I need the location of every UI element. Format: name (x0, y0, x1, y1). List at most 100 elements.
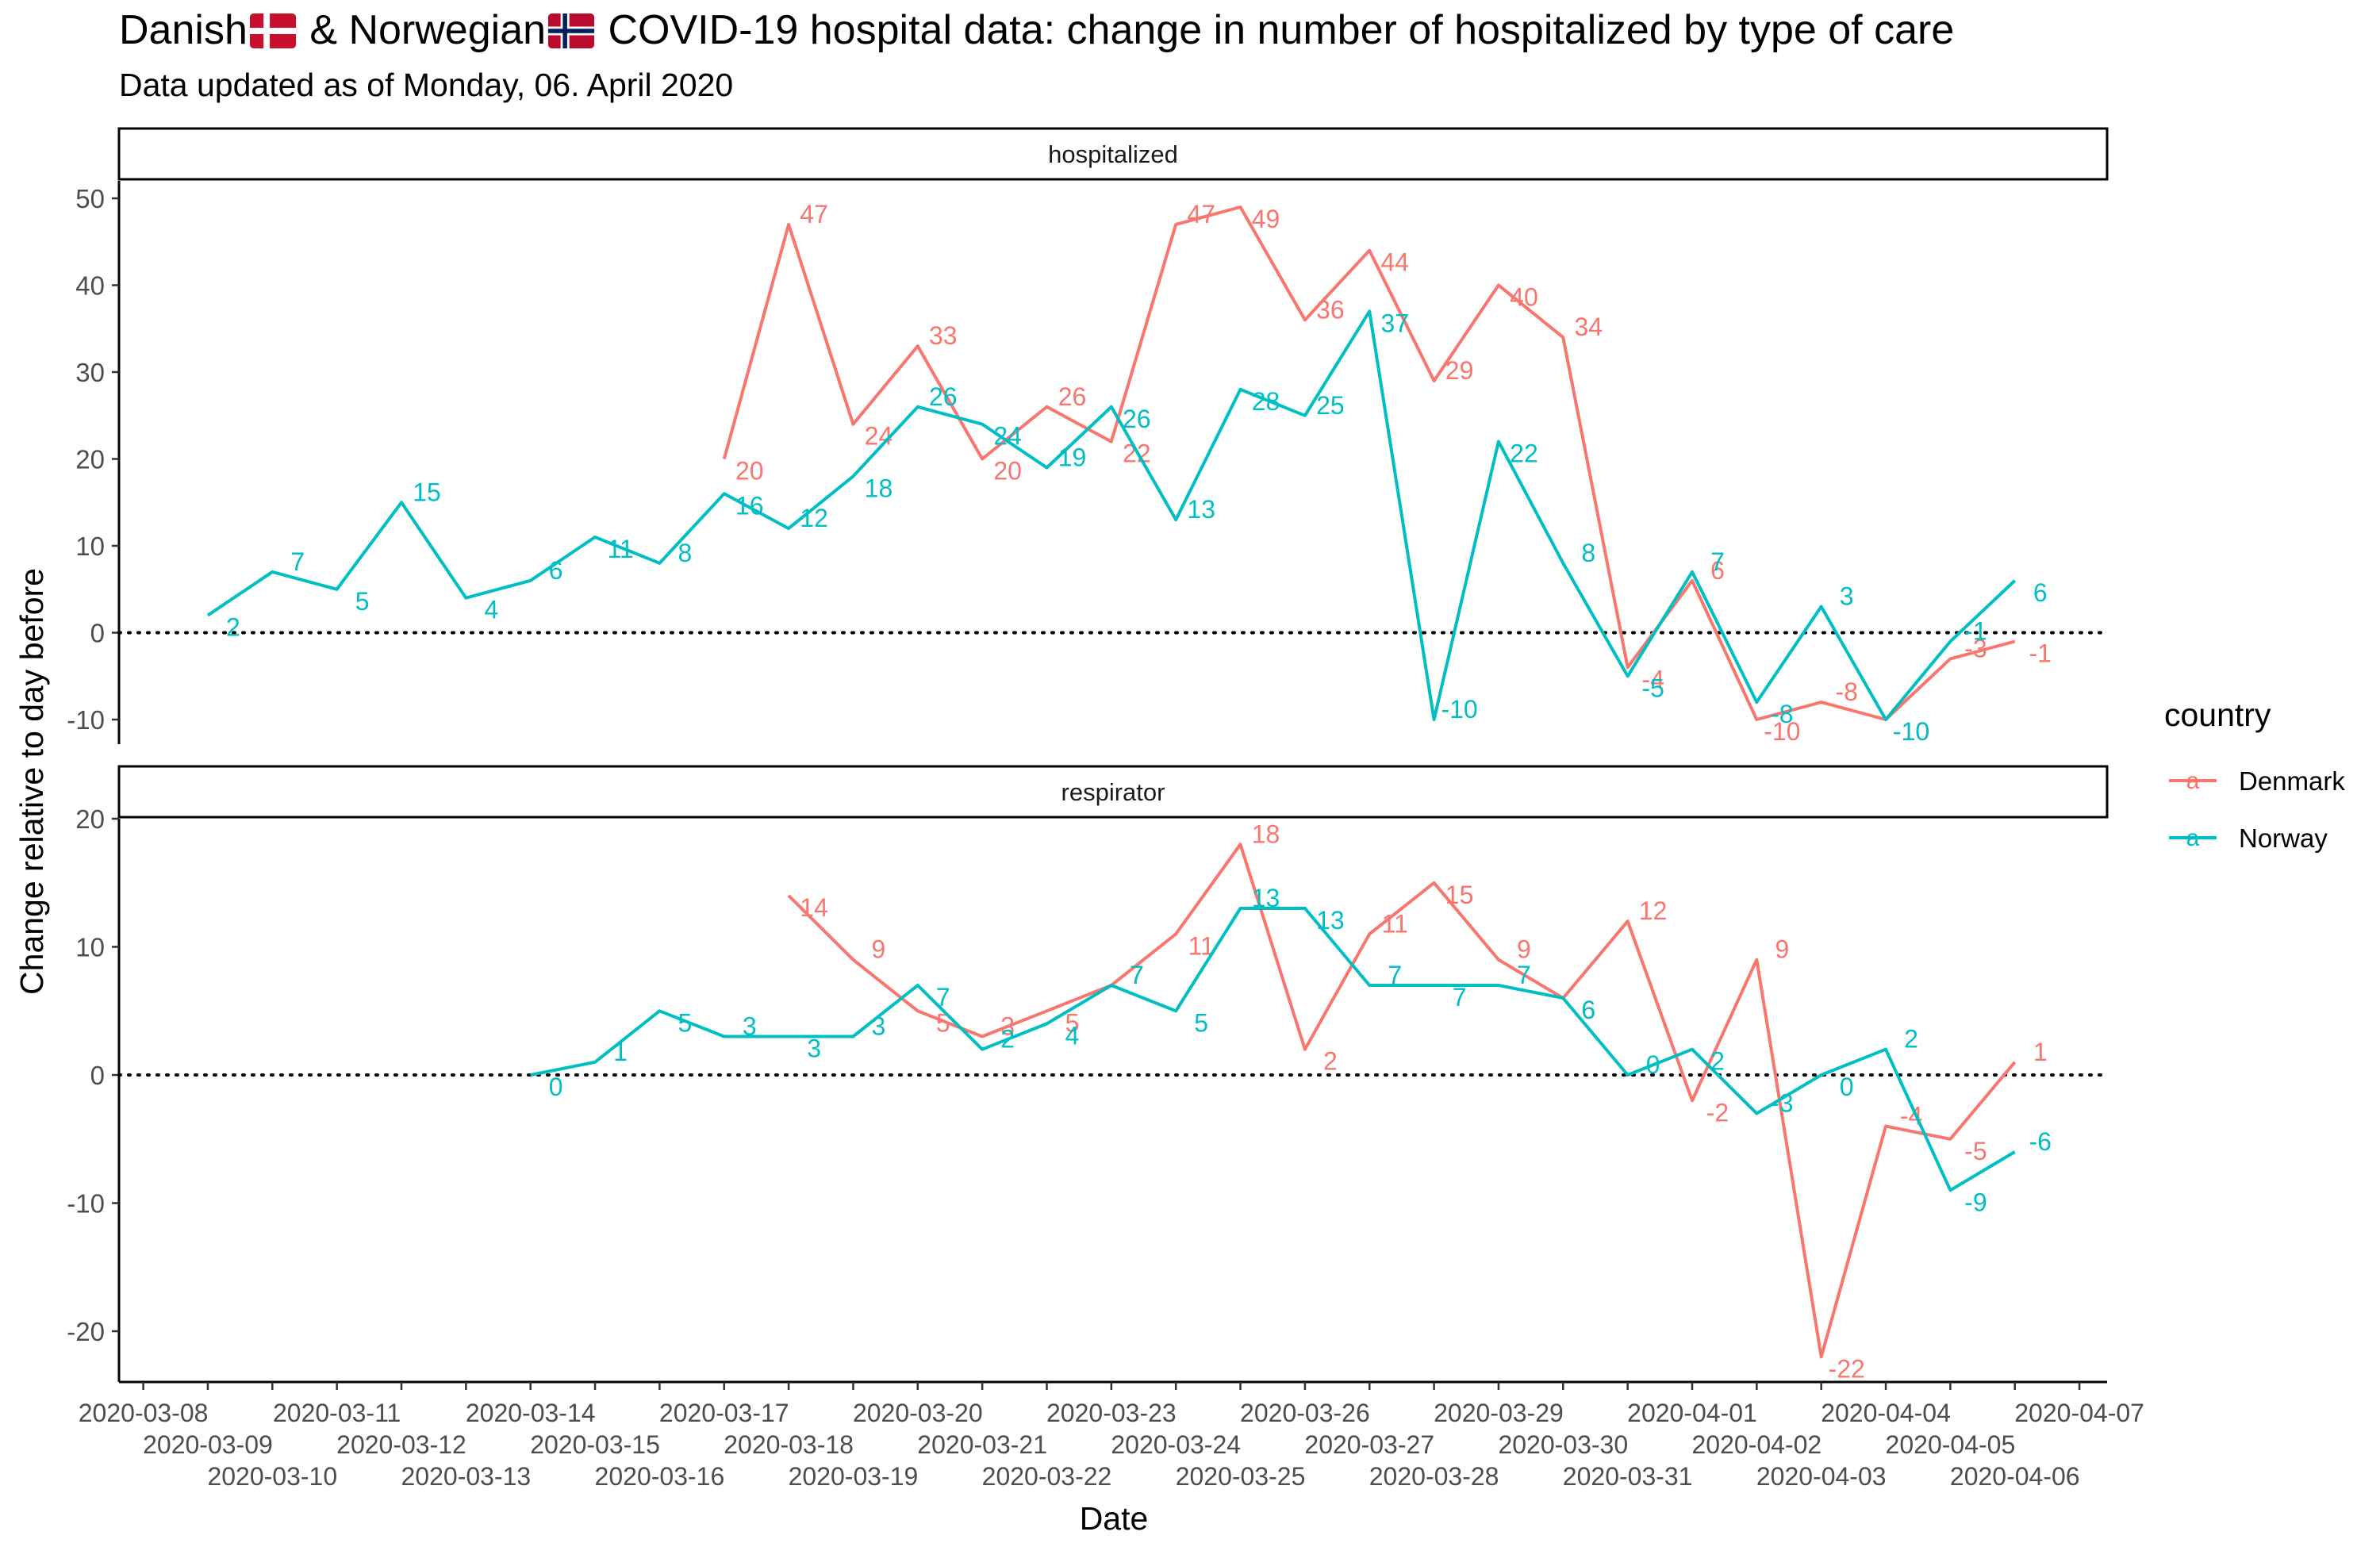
y-tick-label-hospitalized: 30 (75, 358, 105, 387)
data-label-denmark-respirator: 12 (1639, 896, 1668, 925)
data-label-denmark-hospitalized: -4 (1641, 665, 1664, 693)
x-tick-label: 2020-03-08 (79, 1399, 209, 1427)
data-label-denmark-respirator: 18 (1252, 820, 1280, 848)
data-label-denmark-hospitalized: 29 (1445, 356, 1474, 385)
data-label-norway-hospitalized: 37 (1380, 309, 1409, 337)
x-tick-label: 2020-04-04 (1821, 1399, 1951, 1427)
data-label-norway-hospitalized: -5 (1641, 674, 1664, 702)
data-label-norway-hospitalized: 18 (865, 474, 893, 502)
data-label-norway-respirator: 7 (1453, 983, 1467, 1012)
data-label-norway-hospitalized: 28 (1252, 387, 1280, 416)
x-tick-label: 2020-03-21 (917, 1430, 1047, 1459)
series-line-denmark-respirator (787, 843, 2017, 1359)
data-label-norway-hospitalized: 6 (549, 556, 563, 585)
data-label-denmark-respirator: 3 (1000, 1012, 1015, 1041)
data-label-norway-respirator: 3 (872, 1012, 886, 1041)
data-label-norway-hospitalized: 8 (678, 539, 693, 567)
data-label-norway-hospitalized: 26 (929, 382, 958, 411)
data-label-denmark-respirator: 5 (1065, 1008, 1080, 1037)
x-tick-label: 2020-03-30 (1498, 1430, 1628, 1459)
data-label-norway-respirator: 2 (1904, 1025, 1918, 1054)
page-subtitle: Data updated as of Monday, 06. April 202… (119, 67, 734, 103)
x-tick-label: 2020-03-10 (207, 1462, 337, 1491)
data-label-norway-respirator: 13 (1316, 906, 1345, 935)
x-tick-label: 2020-03-27 (1304, 1430, 1434, 1459)
data-label-denmark-respirator: 7 (1130, 961, 1144, 989)
data-label-norway-respirator: 5 (678, 1008, 693, 1037)
x-tick-label: 2020-04-07 (2014, 1399, 2144, 1427)
x-tick-label: 2020-03-17 (659, 1399, 789, 1427)
data-label-norway-respirator: 5 (1194, 1008, 1208, 1037)
data-label-norway-respirator: 0 (1840, 1073, 1854, 1101)
legend-label-norway: Norway (2239, 823, 2328, 853)
x-tick-label: 2020-04-02 (1692, 1430, 1822, 1459)
data-label-denmark-hospitalized: 40 (1510, 283, 1538, 312)
data-label-norway-respirator: 1 (613, 1038, 628, 1066)
legend-key-glyph-norway: a (2186, 825, 2200, 851)
x-tick-label: 2020-04-05 (1886, 1430, 2016, 1459)
x-tick-label: 2020-03-25 (1176, 1462, 1306, 1491)
data-label-denmark-hospitalized: 49 (1252, 205, 1280, 233)
data-label-norway-respirator: 4 (1065, 1021, 1080, 1050)
x-tick-label: 2020-03-11 (273, 1399, 401, 1427)
data-label-norway-hospitalized: 11 (607, 535, 633, 563)
data-label-norway-respirator: 0 (549, 1073, 563, 1101)
data-label-norway-respirator: 7 (1517, 961, 1531, 989)
data-label-norway-respirator: 3 (807, 1035, 821, 1063)
data-label-norway-hospitalized: 12 (800, 504, 828, 532)
x-tick-label: 2020-03-13 (401, 1462, 532, 1491)
x-tick-label: 2020-03-24 (1111, 1430, 1241, 1459)
data-label-norway-respirator: 2 (1710, 1047, 1725, 1076)
data-label-denmark-respirator: 14 (800, 893, 828, 922)
series-line-norway-respirator (530, 907, 2016, 1192)
data-label-norway-hospitalized: 19 (1058, 443, 1087, 471)
y-tick-label-respirator: 0 (90, 1061, 105, 1090)
x-tick-label: 2020-04-06 (1950, 1462, 2080, 1491)
data-label-denmark-hospitalized: 33 (929, 321, 958, 350)
x-tick-label: 2020-03-31 (1563, 1462, 1693, 1491)
data-label-denmark-hospitalized: -1 (2029, 639, 2052, 667)
data-label-norway-hospitalized: 7 (1710, 547, 1725, 576)
x-tick-label: 2020-03-12 (336, 1430, 466, 1459)
denmark-flag-icon (249, 13, 296, 48)
data-label-norway-respirator: -3 (1771, 1088, 1793, 1117)
y-tick-label-hospitalized: -10 (67, 705, 105, 735)
x-tick-label: 2020-03-09 (143, 1430, 273, 1459)
data-label-denmark-respirator: -22 (1829, 1354, 1865, 1383)
data-label-norway-respirator: 3 (743, 1012, 757, 1041)
data-label-norway-respirator: 2 (1000, 1025, 1015, 1054)
y-tick-label-hospitalized: 10 (75, 532, 105, 561)
data-label-denmark-hospitalized: 34 (1575, 313, 1603, 341)
data-label-denmark-hospitalized: -10 (1764, 717, 1800, 746)
data-label-denmark-hospitalized: 24 (865, 422, 893, 451)
x-tick-label: 2020-03-23 (1046, 1399, 1177, 1427)
data-label-denmark-hospitalized: -3 (1964, 634, 1987, 662)
norway-flag-icon (547, 13, 595, 48)
data-label-denmark-hospitalized: 26 (1058, 382, 1087, 411)
data-label-norway-hospitalized: -1 (1964, 616, 1987, 645)
x-tick-label: 2020-03-14 (466, 1399, 596, 1427)
data-label-norway-respirator: 6 (1581, 996, 1595, 1024)
data-label-denmark-respirator: 11 (1382, 909, 1408, 938)
data-label-norway-hospitalized: 26 (1123, 405, 1151, 433)
legend-key-glyph-denmark: a (2186, 768, 2200, 794)
facet-label-hospitalized: hospitalized (1048, 140, 1178, 168)
data-label-norway-hospitalized: 16 (735, 491, 764, 520)
y-tick-label-respirator: -10 (67, 1189, 105, 1219)
data-label-denmark-hospitalized: 44 (1380, 248, 1409, 277)
data-label-norway-hospitalized: 22 (1510, 440, 1538, 468)
data-label-norway-hospitalized: 8 (1581, 539, 1595, 567)
data-label-norway-hospitalized: 15 (413, 478, 441, 506)
data-label-denmark-respirator: 9 (872, 935, 886, 964)
data-label-denmark-hospitalized: -10 (1893, 717, 1929, 746)
y-tick-label-hospitalized: 40 (75, 271, 105, 301)
y-tick-label-respirator: -20 (67, 1317, 105, 1346)
x-tick-label: 2020-03-28 (1369, 1462, 1499, 1491)
data-label-norway-respirator: 7 (1388, 961, 1402, 989)
x-tick-label: 2020-03-29 (1434, 1399, 1564, 1427)
facet-label-respirator: respirator (1061, 778, 1165, 806)
y-tick-label-respirator: 10 (75, 933, 105, 962)
data-label-denmark-respirator: 6 (1581, 996, 1595, 1024)
x-tick-label: 2020-03-16 (595, 1462, 725, 1491)
